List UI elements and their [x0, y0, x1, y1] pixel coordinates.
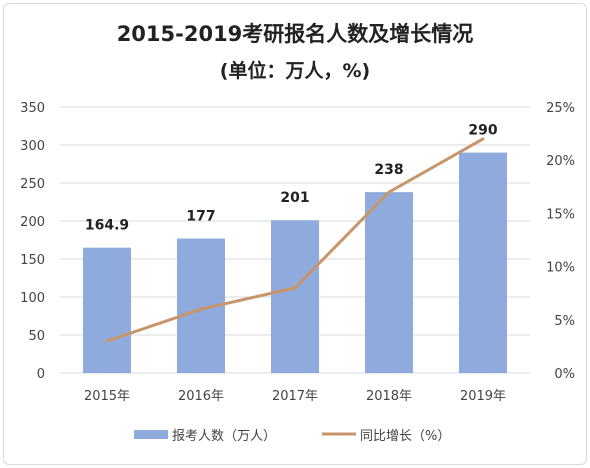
legend-line-label: 同比增长（%） [360, 429, 450, 444]
y-left-tick-label: 50 [28, 329, 45, 344]
y-right-tick-label: 10% [546, 261, 575, 276]
bar-data-label: 201 [280, 190, 309, 206]
x-tick-label: 2017年 [272, 389, 318, 404]
y-right-tick-label: 20% [546, 154, 575, 169]
bar [271, 220, 319, 373]
growth-line [105, 137, 485, 343]
y-right-tick-label: 0% [554, 367, 575, 382]
bar-data-label: 177 [186, 208, 215, 224]
bar [459, 152, 507, 373]
bar-data-label: 290 [468, 123, 497, 139]
bar-data-label: 164.9 [85, 218, 129, 234]
y-left-tick-label: 150 [20, 253, 45, 268]
y-left-tick-label: 250 [20, 177, 45, 192]
y-left-tick-label: 0 [37, 367, 45, 382]
bar [83, 247, 131, 373]
y-right-tick-label: 5% [554, 314, 575, 329]
y-left-tick-label: 200 [20, 215, 45, 230]
x-tick-label: 2018年 [366, 389, 412, 404]
chart-subtitle: (单位：万人，%) [219, 60, 371, 82]
y-left-tick-label: 300 [20, 139, 45, 154]
legend-bar-label: 报考人数（万人） [172, 429, 276, 444]
x-tick-label: 2019年 [460, 389, 506, 404]
y-left-tick-label: 100 [20, 291, 45, 306]
x-tick-label: 2015年 [84, 389, 130, 404]
x-tick-label: 2016年 [178, 389, 224, 404]
chart-title: 2015-2019考研报名人数及增长情况 [116, 22, 474, 46]
y-left-tick-label: 350 [20, 101, 45, 116]
legend-bar-swatch [134, 430, 168, 439]
y-right-tick-label: 15% [546, 207, 575, 222]
bar [365, 192, 413, 373]
bar-data-label: 238 [374, 162, 403, 178]
y-right-tick-label: 25% [546, 101, 575, 116]
